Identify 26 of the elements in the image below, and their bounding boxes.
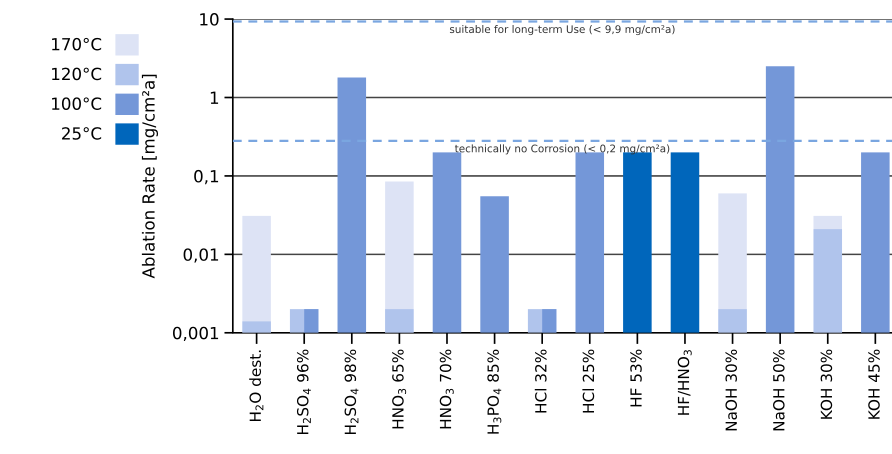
y-tick-label: 0,001 <box>173 326 218 342</box>
x-tick-label: H$_{3}$PO$_{4}$ 85% <box>487 350 502 434</box>
legend-label: 25°C <box>62 127 102 140</box>
x-tick-label: NaOH 30% <box>725 350 737 430</box>
x-tick-label: HNO$_{3}$ 65% <box>392 350 406 428</box>
ref-line-label: technically no Corrosion (< 0,2 mg/cm²a) <box>454 144 670 154</box>
y-tick-label: 0,01 <box>184 248 218 263</box>
legend-label: 100°C <box>52 97 102 110</box>
x-tick-label: HCl 32% <box>534 350 547 412</box>
legend-label: 120°C <box>52 68 102 80</box>
legend-label: 170°C <box>52 38 102 50</box>
x-tick-label: H$_{2}$O dest. <box>249 350 264 422</box>
x-tick-label: H$_{2}$SO$_{4}$ 96% <box>296 350 311 434</box>
y-axis-title: Ablation Rate [mg/cm²a] <box>142 74 158 278</box>
x-tick-label: HF/HNO$_{3}$ <box>678 350 692 415</box>
x-tick-label: HCl 25% <box>582 350 594 412</box>
y-tick-label: 0,1 <box>194 170 218 184</box>
y-tick-label: 10 <box>200 13 219 26</box>
ref-line-label: suitable for long-term Use (< 9,9 mg/cm²a) <box>450 25 675 36</box>
x-tick-label: H$_{2}$SO$_{4}$ 98% <box>344 350 358 434</box>
y-tick-label: 1 <box>210 92 218 104</box>
x-tick-label: KOH 45% <box>868 350 880 419</box>
x-tick-label: KOH 30% <box>820 350 832 419</box>
x-tick-label: HNO$_{3}$ 70% <box>440 350 454 428</box>
x-tick-label: HF 53% <box>630 350 642 406</box>
x-tick-label: NaOH 50% <box>773 350 785 430</box>
